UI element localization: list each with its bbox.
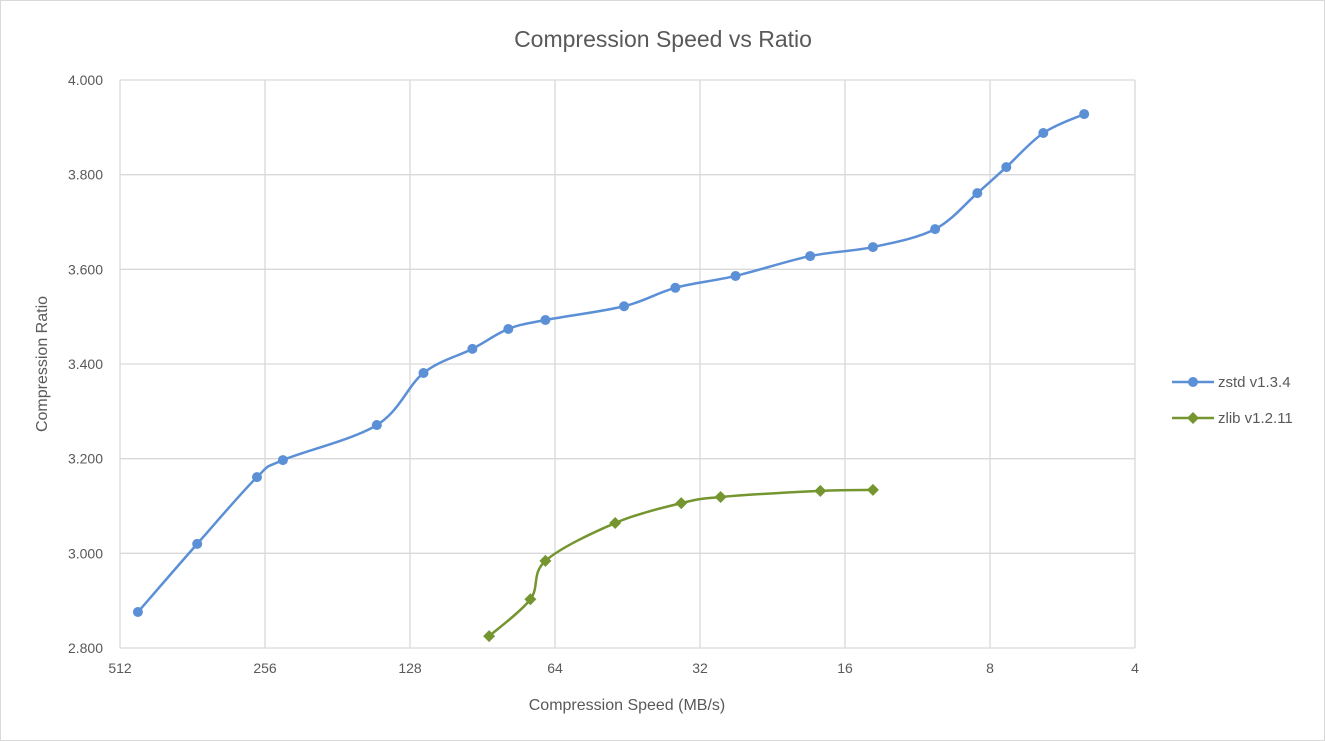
zstd-data-point xyxy=(192,538,203,549)
zlib-data-point xyxy=(714,491,727,504)
y-tick-label: 3.400 xyxy=(68,356,103,372)
zstd-data-point xyxy=(503,323,514,334)
zlib-data-point xyxy=(675,497,688,510)
zlib-data-point xyxy=(814,484,827,497)
x-tick-label: 256 xyxy=(253,660,277,676)
zstd-data-point xyxy=(1001,162,1012,173)
zstd-data-point xyxy=(251,472,262,483)
zstd-legend-marker xyxy=(1188,377,1198,387)
zstd-legend-label: zstd v1.3.4 xyxy=(1218,374,1291,391)
x-tick-label: 64 xyxy=(547,660,563,676)
y-tick-label: 2.800 xyxy=(68,640,103,656)
zlib-legend-label: zlib v1.2.11 xyxy=(1218,410,1293,427)
zstd-series-line xyxy=(136,112,1085,613)
series-group xyxy=(136,112,1085,638)
y-axis-title: Compression Ratio xyxy=(34,296,51,432)
zstd-data-point xyxy=(930,224,941,235)
x-tick-label: 8 xyxy=(986,660,994,676)
zstd-data-point xyxy=(972,188,983,199)
zstd-data-point xyxy=(670,282,681,293)
zlib-series-line xyxy=(488,488,873,638)
y-axis-ticks: 2.800 3.000 3.200 3.400 3.600 3.800 4.000 xyxy=(68,72,103,656)
gridlines xyxy=(119,79,1136,649)
zstd-data-point xyxy=(805,251,816,262)
zstd-data-point xyxy=(277,455,288,466)
x-tick-label: 128 xyxy=(398,660,422,676)
zlib-legend-marker xyxy=(1187,412,1199,424)
zstd-data-point xyxy=(467,343,478,354)
zstd-data-point xyxy=(730,270,741,281)
zstd-data-point xyxy=(371,420,382,431)
legend: zstd v1.3.4 zlib v1.2.11 xyxy=(1172,374,1293,427)
x-tick-label: 32 xyxy=(692,660,708,676)
zstd-data-point xyxy=(1079,109,1090,120)
zstd-data-point xyxy=(1038,128,1049,139)
y-tick-label: 3.200 xyxy=(68,451,103,467)
zlib-data-point xyxy=(539,554,552,567)
y-tick-label: 3.000 xyxy=(68,545,103,561)
zlib-data-point xyxy=(524,593,537,606)
zstd-data-point xyxy=(867,242,878,253)
zstd-data-point xyxy=(540,314,551,325)
y-tick-label: 3.600 xyxy=(68,261,103,277)
zlib-data-point xyxy=(609,517,622,530)
zstd-data-point xyxy=(132,607,143,618)
x-tick-label: 512 xyxy=(108,660,132,676)
y-tick-label: 4.000 xyxy=(68,72,103,88)
zlib-data-point xyxy=(483,630,496,643)
zstd-data-point xyxy=(418,367,429,378)
x-tick-label: 16 xyxy=(837,660,853,676)
x-tick-label: 4 xyxy=(1131,660,1139,676)
x-axis-title: Compression Speed (MB/s) xyxy=(529,697,726,714)
y-tick-label: 3.800 xyxy=(68,167,103,183)
zlib-data-point xyxy=(866,483,879,496)
x-axis-ticks: 512 256 128 64 32 16 8 4 xyxy=(108,660,1139,676)
chart-title: Compression Speed vs Ratio xyxy=(514,26,812,52)
zstd-data-point xyxy=(619,301,630,312)
markers-group xyxy=(132,109,1090,643)
